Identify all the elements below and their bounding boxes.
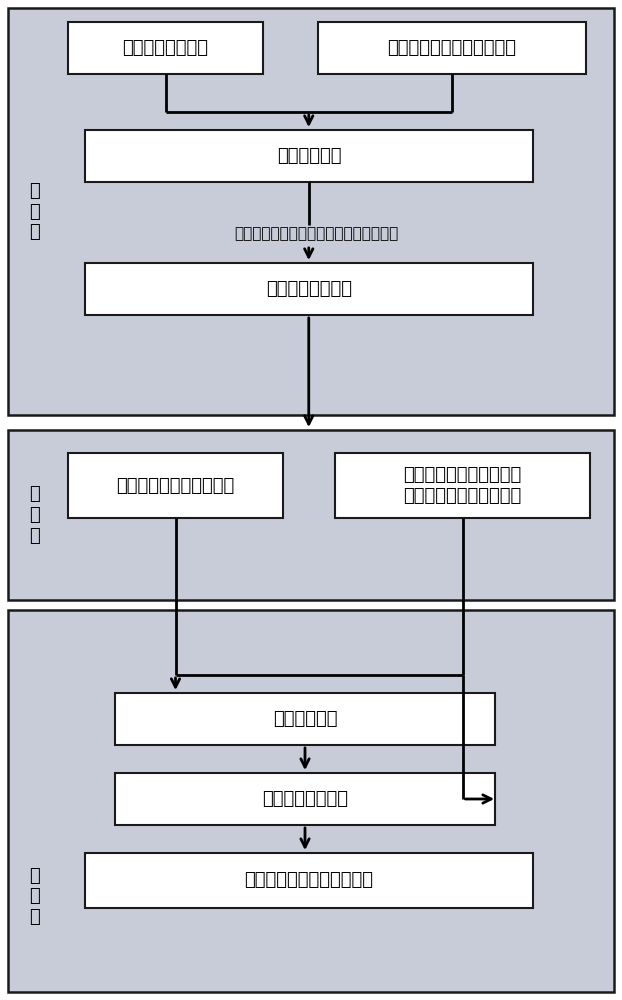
Bar: [85, 853, 533, 908]
Text: 监测区菜田的快速提取结果: 监测区菜田的快速提取结果: [244, 871, 373, 890]
Bar: [85, 130, 533, 182]
Text: 地块级耕地矢量数据及其
他业务专题矢量数据采集: 地块级耕地矢量数据及其 他业务专题矢量数据采集: [404, 466, 522, 505]
Bar: [335, 453, 590, 518]
Text: 分析、筛选可区分菜田及干扰地物的时相: 分析、筛选可区分菜田及干扰地物的时相: [234, 227, 399, 241]
Text: 步
骤
二: 步 骤 二: [30, 485, 40, 545]
Bar: [115, 773, 495, 825]
Bar: [68, 453, 283, 518]
Text: 多源多时相遥感数据采集: 多源多时相遥感数据采集: [116, 477, 234, 494]
Bar: [318, 22, 586, 74]
Bar: [85, 263, 533, 315]
Bar: [8, 8, 614, 415]
Text: 菜田干扰地物种类及物候期: 菜田干扰地物种类及物候期: [388, 39, 516, 57]
Text: 菜田种类及物候期: 菜田种类及物候期: [123, 39, 208, 57]
Text: 步
骤
三: 步 骤 三: [30, 867, 40, 926]
Bar: [8, 430, 614, 600]
Text: 物候期窗口法: 物候期窗口法: [277, 147, 341, 165]
Bar: [115, 693, 495, 745]
Bar: [68, 22, 263, 74]
Text: 最佳遥感数据时相: 最佳遥感数据时相: [266, 280, 352, 298]
Text: 面向对象分类: 面向对象分类: [273, 710, 337, 728]
Text: 自动分类结果修正: 自动分类结果修正: [262, 790, 348, 808]
Bar: [8, 610, 614, 992]
Text: 步
骤
一: 步 骤 一: [30, 182, 40, 241]
